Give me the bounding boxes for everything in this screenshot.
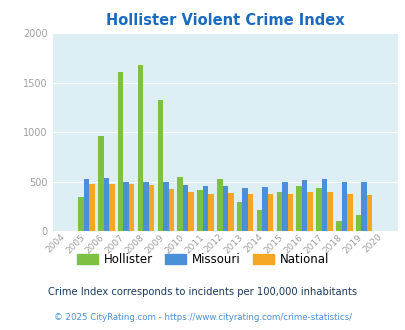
Bar	[341, 182, 346, 231]
Legend: Hollister, Missouri, National: Hollister, Missouri, National	[72, 248, 333, 271]
Text: Crime Index corresponds to incidents per 100,000 inhabitants: Crime Index corresponds to incidents per…	[48, 287, 357, 297]
Bar	[321, 179, 326, 231]
Bar	[326, 192, 332, 231]
Bar	[262, 187, 267, 231]
Bar	[98, 136, 103, 231]
Bar	[287, 194, 292, 231]
Bar	[182, 185, 188, 231]
Bar	[109, 184, 114, 231]
Bar	[242, 188, 247, 231]
Text: © 2025 CityRating.com - https://www.cityrating.com/crime-statistics/: © 2025 CityRating.com - https://www.city…	[54, 313, 351, 322]
Bar	[276, 192, 281, 231]
Bar	[157, 100, 163, 231]
Bar	[177, 177, 182, 231]
Bar	[103, 178, 109, 231]
Bar	[148, 185, 154, 231]
Bar	[360, 182, 366, 231]
Bar	[228, 193, 233, 231]
Bar	[137, 65, 143, 231]
Bar	[346, 194, 352, 231]
Title: Hollister Violent Crime Index: Hollister Violent Crime Index	[106, 13, 344, 28]
Bar	[78, 197, 83, 231]
Bar	[202, 186, 208, 231]
Bar	[89, 184, 95, 231]
Bar	[335, 221, 341, 231]
Bar	[236, 202, 242, 231]
Bar	[197, 190, 202, 231]
Bar	[123, 182, 129, 231]
Bar	[307, 192, 312, 231]
Bar	[216, 179, 222, 231]
Bar	[296, 186, 301, 231]
Bar	[301, 180, 307, 231]
Bar	[267, 194, 273, 231]
Bar	[143, 182, 148, 231]
Bar	[208, 194, 213, 231]
Bar	[117, 72, 123, 231]
Bar	[168, 189, 174, 231]
Bar	[355, 215, 360, 231]
Bar	[129, 184, 134, 231]
Bar	[315, 188, 321, 231]
Bar	[163, 182, 168, 231]
Bar	[247, 194, 253, 231]
Bar	[222, 186, 228, 231]
Bar	[83, 179, 89, 231]
Bar	[256, 210, 262, 231]
Bar	[188, 192, 194, 231]
Bar	[366, 195, 371, 231]
Bar	[281, 182, 287, 231]
